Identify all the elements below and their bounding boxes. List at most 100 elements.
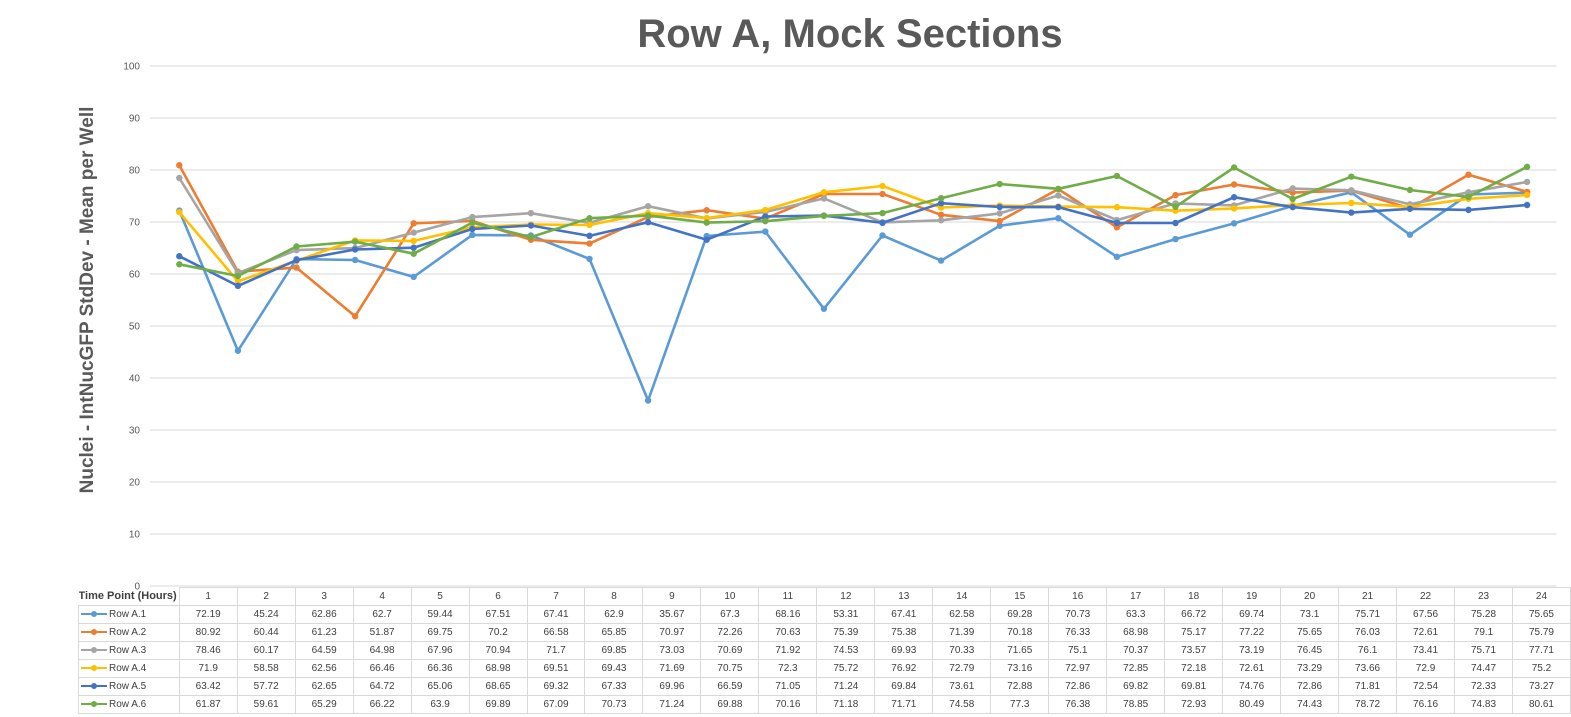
table-cell: 70.69 (700, 641, 760, 660)
table-cell: 72.61 (1396, 623, 1456, 642)
legend-entry: Row A.2 (78, 623, 180, 642)
data-point (1348, 187, 1355, 194)
table-cell: 70.75 (700, 659, 760, 678)
data-point (1465, 206, 1472, 214)
table-cell: 69.81 (1164, 677, 1224, 696)
legend-entry: Row A.6 (78, 695, 180, 714)
x-tick-label: 5 (410, 587, 470, 606)
data-point (176, 261, 183, 268)
legend-label: Row A.5 (109, 681, 147, 692)
data-point (176, 162, 183, 169)
table-cell: 75.38 (874, 623, 934, 642)
data-point (996, 210, 1003, 217)
data-point (1523, 201, 1531, 209)
data-point (1230, 194, 1238, 201)
table-cell: 61.23 (294, 623, 354, 642)
x-tick-label: 2 (236, 587, 296, 606)
data-point (1230, 205, 1238, 212)
y-tick-label: 50 (129, 322, 141, 333)
series-row-a-1 (176, 189, 1531, 404)
table-cell: 35.67 (642, 605, 702, 624)
table-cell: 75.17 (1164, 623, 1224, 642)
table-cell: 75.79 (1511, 623, 1571, 642)
table-cell: 63.9 (410, 695, 470, 714)
y-tick-label: 40 (129, 374, 141, 385)
table-cell: 70.18 (990, 623, 1050, 642)
x-tick-label: 15 (990, 587, 1050, 606)
table-row: Row A.3 78.46 60.17 64.59 64.98 67.96 70.94 71.… (78, 641, 1571, 660)
y-tick-label: 90 (129, 114, 141, 125)
table-cell: 71.39 (932, 623, 992, 642)
data-point (1523, 163, 1531, 171)
table-cell: 69.88 (700, 695, 760, 714)
table-cell: 72.26 (700, 623, 760, 642)
table-cell: 72.19 (178, 605, 238, 624)
table-cell: 70.94 (468, 641, 528, 660)
table-cell: 73.16 (990, 659, 1050, 678)
table-cell: 70.97 (642, 623, 702, 642)
x-tick-label: 22 (1396, 587, 1456, 606)
x-tick-label: 17 (1106, 587, 1166, 606)
table-row: Row A.4 71.9 58.58 62.56 66.46 66.36 68.98 69.5… (78, 659, 1571, 678)
table-cell: 72.93 (1164, 695, 1224, 714)
table-cell: 64.59 (294, 641, 354, 660)
series-line (178, 191, 1528, 402)
data-point (1348, 209, 1355, 216)
table-cell: 74.53 (816, 641, 876, 660)
table-cell: 75.65 (1511, 605, 1571, 624)
data-point (1172, 235, 1179, 243)
x-tick-label: 3 (294, 587, 354, 606)
data-point (1055, 203, 1062, 211)
table-cell: 73.19 (1222, 641, 1282, 660)
table-cell: 77.71 (1511, 641, 1571, 660)
data-point (351, 246, 359, 253)
data-point (937, 217, 945, 224)
table-row: Row A.6 61.87 59.61 65.29 66.22 63.9 69.89 67.0… (78, 695, 1571, 714)
data-point (469, 219, 476, 226)
chart-title: Row A, Mock Sections (637, 12, 1063, 56)
legend-marker-icon (81, 609, 107, 619)
table-cell: 78.72 (1338, 695, 1398, 714)
table-cell: 69.89 (468, 695, 528, 714)
data-point (1465, 171, 1472, 178)
data-point (527, 209, 535, 217)
table-cell: 68.16 (758, 605, 818, 624)
table-cell: 71.7 (526, 641, 586, 660)
x-tick-label: 23 (1454, 587, 1513, 606)
data-point (644, 397, 652, 404)
table-cell: 72.33 (1454, 677, 1513, 696)
table-cell: 67.96 (410, 641, 470, 660)
table-cell: 75.1 (1048, 641, 1108, 660)
data-point (469, 213, 476, 221)
data-point (410, 237, 417, 245)
table-cell: 72.97 (1048, 659, 1108, 678)
table-cell: 69.32 (526, 677, 586, 696)
table-cell: 72.9 (1396, 659, 1456, 678)
series-line (178, 177, 1528, 275)
series-line (178, 184, 1528, 283)
table-cell: 75.2 (1511, 659, 1571, 678)
table-cell: 67.3 (700, 605, 760, 624)
data-point (996, 222, 1003, 229)
table-cell: 79.1 (1454, 623, 1513, 642)
table-cell: 67.51 (468, 605, 528, 624)
data-point (586, 215, 593, 222)
data-point (879, 190, 886, 198)
table-cell: 71.9 (178, 659, 238, 678)
table-cell: 76.03 (1338, 623, 1398, 642)
table-cell: 73.1 (1280, 605, 1340, 624)
table-cell: 67.41 (874, 605, 934, 624)
data-point (762, 206, 769, 214)
table-cell: 68.98 (468, 659, 528, 678)
table-cell: 57.72 (236, 677, 296, 696)
y-tick-label: 0 (134, 582, 140, 591)
table-cell: 74.83 (1454, 695, 1513, 714)
y-tick-label: 60 (129, 270, 141, 281)
table-cell: 71.71 (874, 695, 934, 714)
legend-entry: Row A.1 (78, 605, 180, 624)
table-cell: 76.92 (874, 659, 934, 678)
data-point (234, 282, 242, 290)
table-cell: 71.65 (990, 641, 1050, 660)
table-cell: 59.44 (410, 605, 470, 624)
data-point (586, 232, 593, 240)
